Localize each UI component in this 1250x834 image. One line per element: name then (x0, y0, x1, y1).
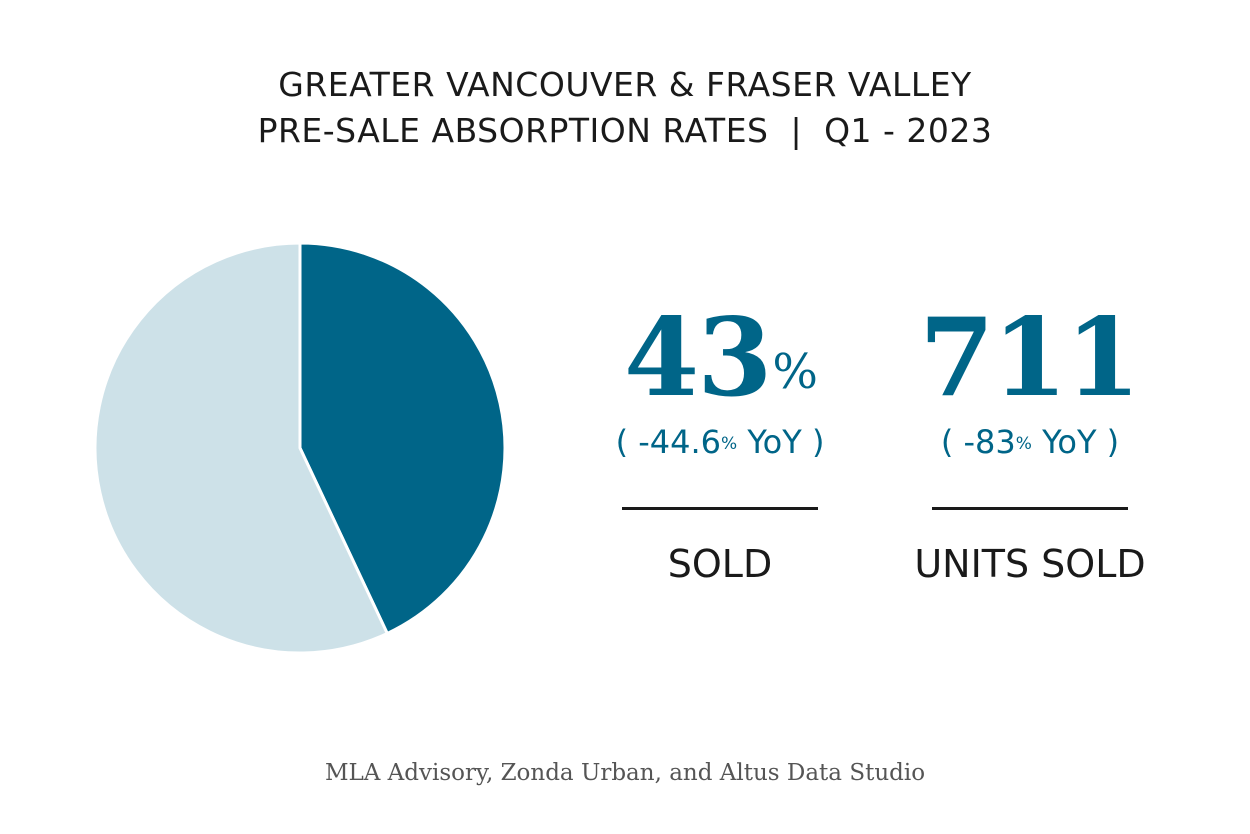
pie-slice-sold (298, 241, 507, 635)
pie-slice-unsold (93, 241, 389, 655)
units-sold-label: UNITS SOLD (914, 542, 1146, 586)
source-note: MLA Advisory, Zonda Urban, and Altus Dat… (324, 760, 926, 786)
divider-rule (622, 507, 818, 510)
chart-title-line-2: PRE-SALE ABSORPTION RATES | Q1 - 2023 (257, 111, 993, 150)
sold-percent-yoy-prefix: ( -44.6 (615, 423, 722, 461)
units-sold-yoy-pct: % (1015, 434, 1032, 454)
units-sold-yoy-suffix: YoY ) (1031, 423, 1120, 461)
sold-percent-yoy: ( -44.6% YoY ) (570, 420, 870, 464)
sold-label: SOLD (667, 542, 773, 586)
units-sold-value: 711 (880, 298, 1180, 418)
sold-percent-yoy-suffix: YoY ) (737, 423, 825, 461)
units-sold-yoy-prefix: ( -83 (940, 423, 1016, 461)
chart-title-line-1: GREATER VANCOUVER & FRASER VALLEY (278, 65, 972, 104)
divider-rule (932, 507, 1128, 510)
sold-percent-value: 43% (570, 298, 870, 418)
pie-chart (93, 241, 507, 655)
sold-percent-number: 43 (624, 295, 772, 421)
sold-percent-yoy-pct: % (721, 434, 738, 454)
chart-title: GREATER VANCOUVER & FRASER VALLEY PRE-SA… (0, 62, 1250, 154)
units-sold-number: 711 (919, 295, 1140, 421)
units-sold-yoy: ( -83% YoY ) (880, 420, 1180, 464)
sold-percent-unit: % (772, 344, 818, 400)
